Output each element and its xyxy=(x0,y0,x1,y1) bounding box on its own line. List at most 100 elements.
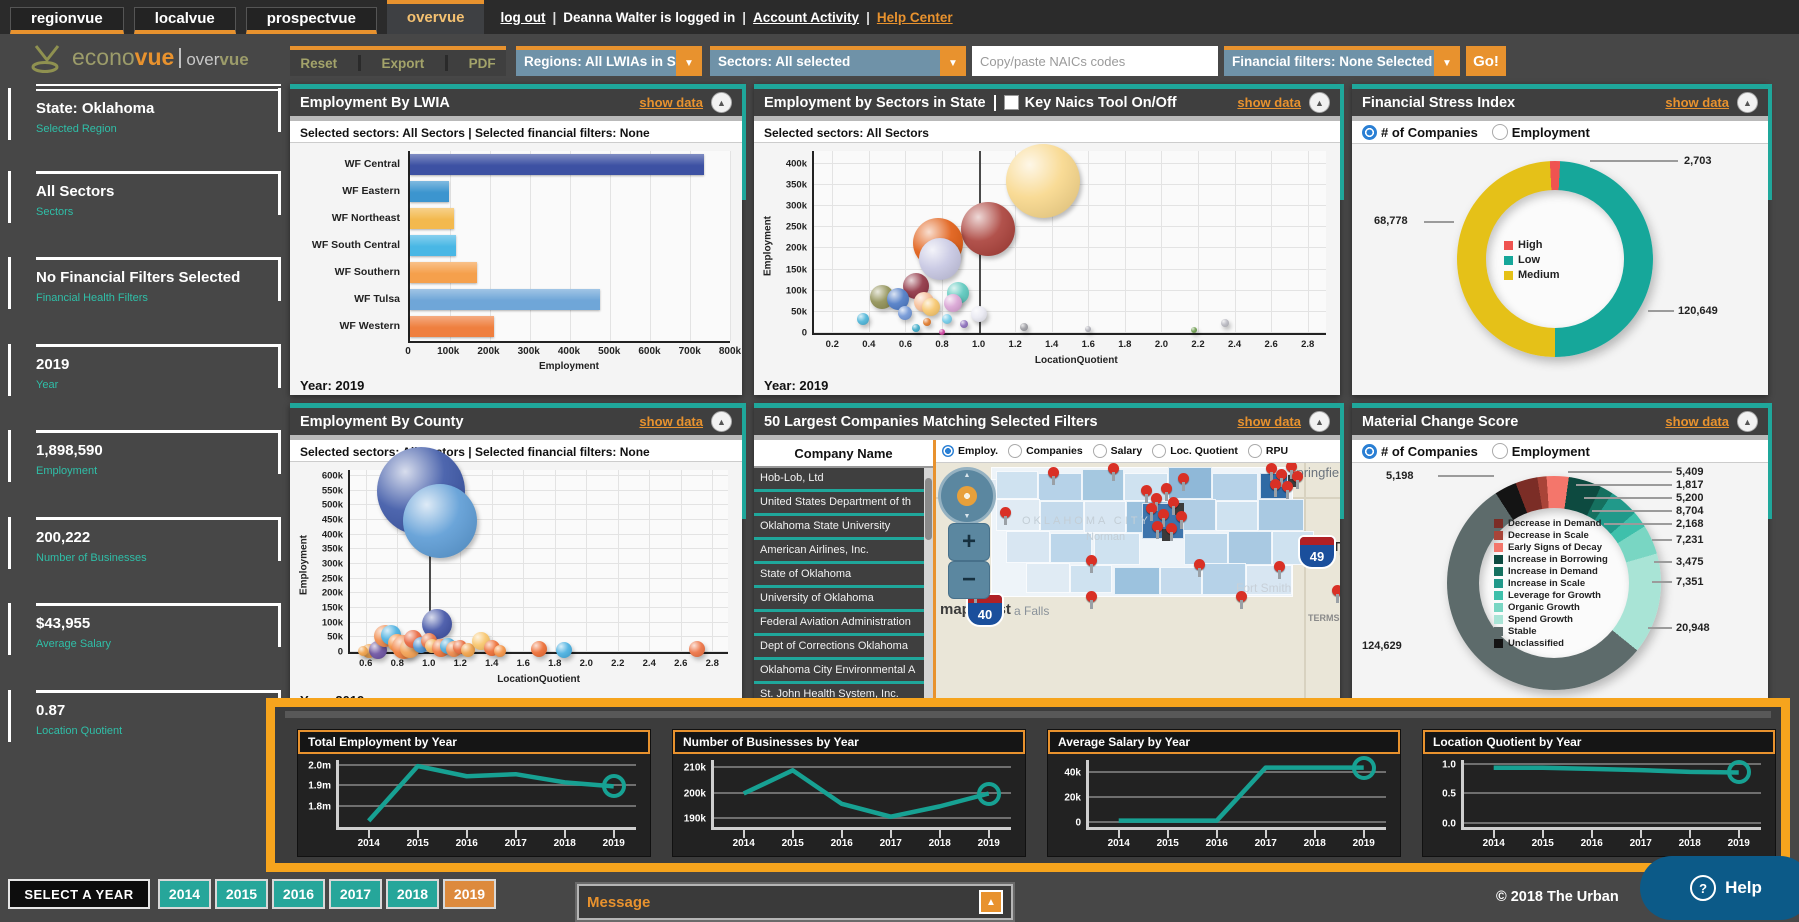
bar[interactable] xyxy=(410,316,494,337)
tab-regionvue[interactable]: regionvue xyxy=(10,7,124,34)
bubble[interactable] xyxy=(1005,143,1080,218)
show-data-link[interactable]: show data xyxy=(1665,95,1729,110)
map-pin[interactable] xyxy=(1332,585,1340,603)
year-button-2016[interactable]: 2016 xyxy=(272,879,325,909)
radio-employ[interactable]: Employ. xyxy=(942,445,998,457)
map-pin[interactable] xyxy=(1194,559,1205,577)
scrollbar-thumb[interactable] xyxy=(925,478,932,540)
map-pin[interactable] xyxy=(1282,481,1293,499)
tab-prospectvue[interactable]: prospectvue xyxy=(245,7,377,34)
bubble[interactable] xyxy=(959,320,968,329)
collapse-button[interactable]: ▲ xyxy=(711,92,732,113)
company-row[interactable]: State of Oklahoma xyxy=(754,564,924,588)
bubble[interactable] xyxy=(887,288,910,311)
tab-overvue[interactable]: overvue xyxy=(386,0,485,34)
collapse-button[interactable]: ▲ xyxy=(711,411,732,432)
chevron-down-icon[interactable]: ▼ xyxy=(940,50,966,76)
map-pin[interactable] xyxy=(1108,463,1119,481)
bar[interactable] xyxy=(410,289,600,310)
map-compass-control[interactable]: ▲ ▼ xyxy=(938,467,996,525)
bubble[interactable] xyxy=(1191,327,1198,334)
bubble[interactable] xyxy=(1221,318,1230,327)
radio-loc-quotient[interactable]: Loc. Quotient xyxy=(1152,444,1238,458)
bubble[interactable] xyxy=(531,641,547,658)
map-pin[interactable] xyxy=(1266,463,1277,481)
map-zoom-in-button[interactable]: + xyxy=(948,523,990,561)
radio-companies[interactable]: Companies xyxy=(1008,444,1083,458)
message-expand-button[interactable]: ▲ xyxy=(979,890,1003,914)
radio-rpu[interactable]: RPU xyxy=(1247,444,1288,458)
collapse-button[interactable]: ▲ xyxy=(1737,92,1758,113)
bar[interactable] xyxy=(410,262,478,283)
regions-dropdown[interactable]: Regions: All LWIAs in State ▼ xyxy=(516,46,702,76)
show-data-link[interactable]: show data xyxy=(639,95,703,110)
bubble[interactable] xyxy=(923,317,932,326)
collapse-button[interactable]: ▲ xyxy=(1309,411,1330,432)
bar[interactable] xyxy=(410,235,456,256)
bubble[interactable] xyxy=(960,202,1015,257)
select-a-year-button[interactable]: SELECT A YEAR xyxy=(8,879,150,909)
year-button-2017[interactable]: 2017 xyxy=(329,879,382,909)
compass-up-icon[interactable]: ▲ xyxy=(963,472,971,479)
compass-center-icon[interactable] xyxy=(957,486,977,506)
bar[interactable] xyxy=(410,208,454,229)
bubble[interactable] xyxy=(912,323,921,332)
year-button-2018[interactable]: 2018 xyxy=(386,879,439,909)
collapse-button[interactable]: ▲ xyxy=(1309,92,1330,113)
bubble[interactable] xyxy=(461,642,476,657)
bubble[interactable] xyxy=(943,294,962,313)
company-row[interactable]: Hob-Lob, Ltd xyxy=(754,468,924,492)
bubble[interactable] xyxy=(402,484,477,559)
pdf-button[interactable]: PDF xyxy=(468,55,496,71)
map-pin[interactable] xyxy=(1292,471,1303,489)
financial-filters-dropdown[interactable]: Financial filters: None Selected ▼ xyxy=(1224,46,1460,76)
export-button[interactable]: Export xyxy=(381,55,425,71)
bubble[interactable] xyxy=(688,641,705,658)
bar[interactable] xyxy=(410,154,704,175)
map-pin[interactable] xyxy=(1286,463,1297,479)
radio-num-companies[interactable]: # of Companies xyxy=(1362,124,1478,140)
account-activity-link[interactable]: Account Activity xyxy=(753,9,860,25)
radio-employment[interactable]: Employment xyxy=(1491,443,1590,459)
material-change-donut[interactable] xyxy=(1447,476,1661,690)
radio-num-companies[interactable]: # of Companies xyxy=(1362,443,1478,459)
year-button-2014[interactable]: 2014 xyxy=(158,879,211,909)
help-button[interactable]: ? Help xyxy=(1640,856,1799,920)
map-pin[interactable] xyxy=(1000,507,1011,525)
bubble[interactable] xyxy=(942,314,953,325)
chevron-down-icon[interactable]: ▼ xyxy=(1434,50,1460,76)
sectors-dropdown[interactable]: Sectors: All selected ▼ xyxy=(710,46,966,76)
bubble[interactable] xyxy=(493,644,506,657)
bubble[interactable] xyxy=(1085,326,1092,333)
help-center-link[interactable]: Help Center xyxy=(876,9,953,25)
radio-employment[interactable]: Employment xyxy=(1491,124,1590,140)
bubble[interactable] xyxy=(970,305,987,322)
year-button-2015[interactable]: 2015 xyxy=(215,879,268,909)
map-pin[interactable] xyxy=(1152,521,1163,539)
year-button-2019[interactable]: 2019 xyxy=(443,879,496,909)
radio-salary[interactable]: Salary xyxy=(1092,444,1142,458)
map-pin[interactable] xyxy=(1270,479,1281,497)
map-pin[interactable] xyxy=(1168,497,1179,515)
company-row[interactable]: University of Oklahoma xyxy=(754,588,924,612)
logout-link[interactable]: log out xyxy=(500,9,546,25)
show-data-link[interactable]: show data xyxy=(1665,414,1729,429)
map-pin[interactable] xyxy=(1236,591,1247,609)
collapse-button[interactable]: ▲ xyxy=(1737,411,1758,432)
map-pin[interactable] xyxy=(1141,485,1152,503)
map-pin[interactable] xyxy=(1086,555,1097,573)
company-row[interactable]: United States Department of th xyxy=(754,492,924,516)
bubble[interactable] xyxy=(922,297,941,316)
company-row[interactable]: Dept of Corrections Oklahoma xyxy=(754,636,924,660)
map-pin[interactable] xyxy=(1166,523,1177,541)
chevron-down-icon[interactable]: ▼ xyxy=(676,50,702,76)
bubble[interactable] xyxy=(857,313,870,326)
map-zoom-out-button[interactable]: − xyxy=(948,561,990,599)
map[interactable]: ▲ ▼ + − 49 40 Springfiel OKLAHOMA CITY N… xyxy=(936,463,1340,710)
bubble[interactable] xyxy=(556,641,573,658)
map-pin[interactable] xyxy=(1276,469,1287,487)
company-row[interactable]: American Airlines, Inc. xyxy=(754,540,924,564)
bar[interactable] xyxy=(410,181,450,202)
company-row[interactable]: Oklahoma City Environmental A xyxy=(754,660,924,684)
bubble[interactable] xyxy=(939,328,945,335)
